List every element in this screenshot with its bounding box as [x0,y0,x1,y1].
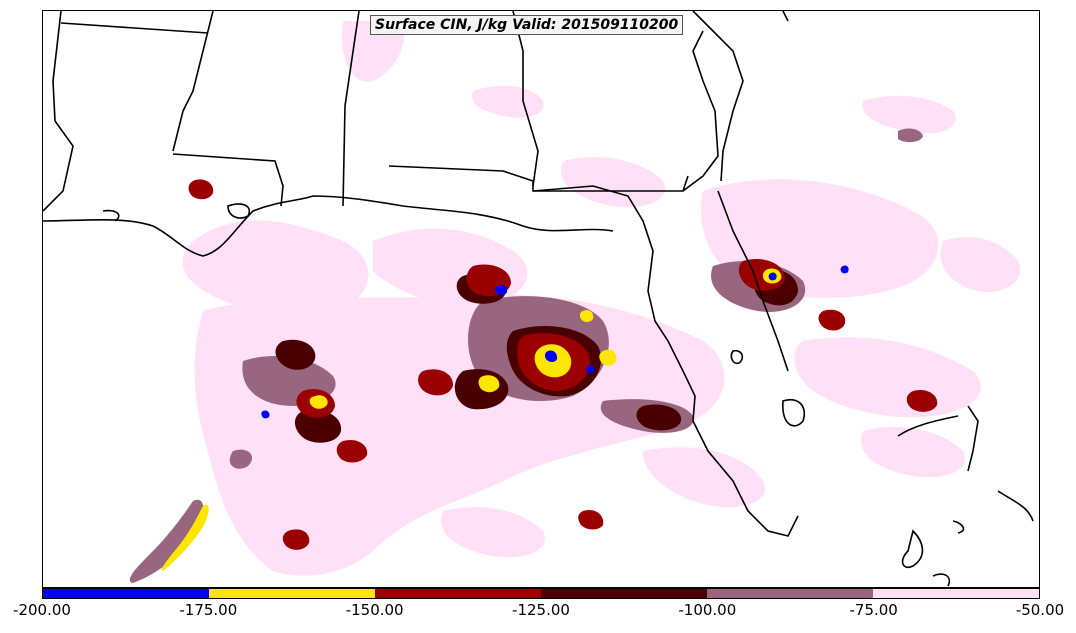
cin-field-light [182,21,1021,576]
colorbar-segment [707,589,873,598]
colorbar-tick-label: -100.00 [678,601,737,619]
colorbar-tick-label: -50.00 [1015,601,1065,619]
geographic-boundaries [43,11,1034,587]
cin-map [43,11,1034,587]
map-title: Surface CIN, J/kg Valid: 201509110200 [370,15,684,35]
map-frame [42,10,1040,588]
colorbar-segment [541,589,707,598]
colorbar-tick-label: -75.00 [849,601,898,619]
colorbar-tick-label: -150.00 [345,601,404,619]
colorbar-segment [873,589,1039,598]
colorbar-tick-label: -125.00 [512,601,570,619]
colorbar [42,588,1040,599]
colorbar-segment [375,589,541,598]
colorbar-tick-label: -175.00 [179,601,238,619]
colorbar-tick-label: -200.00 [13,601,71,619]
colorbar-segment [43,589,209,598]
cin-field-blue [261,265,849,419]
colorbar-segment [209,589,375,598]
